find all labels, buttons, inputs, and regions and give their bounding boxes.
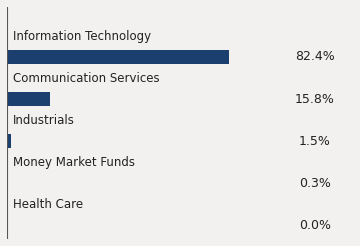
Bar — [7, 176, 8, 190]
Text: Health Care: Health Care — [13, 198, 83, 211]
Text: 15.8%: 15.8% — [295, 92, 335, 106]
Text: Information Technology: Information Technology — [13, 30, 151, 43]
Bar — [7, 134, 11, 148]
Text: Money Market Funds: Money Market Funds — [13, 156, 135, 169]
Text: 0.3%: 0.3% — [299, 177, 331, 190]
Text: 0.0%: 0.0% — [299, 219, 331, 232]
Text: Industrials: Industrials — [13, 114, 75, 127]
Text: 82.4%: 82.4% — [295, 50, 335, 63]
Bar — [7, 92, 50, 106]
Bar — [7, 50, 229, 64]
Text: Communication Services: Communication Services — [13, 72, 159, 85]
Text: 1.5%: 1.5% — [299, 135, 331, 148]
